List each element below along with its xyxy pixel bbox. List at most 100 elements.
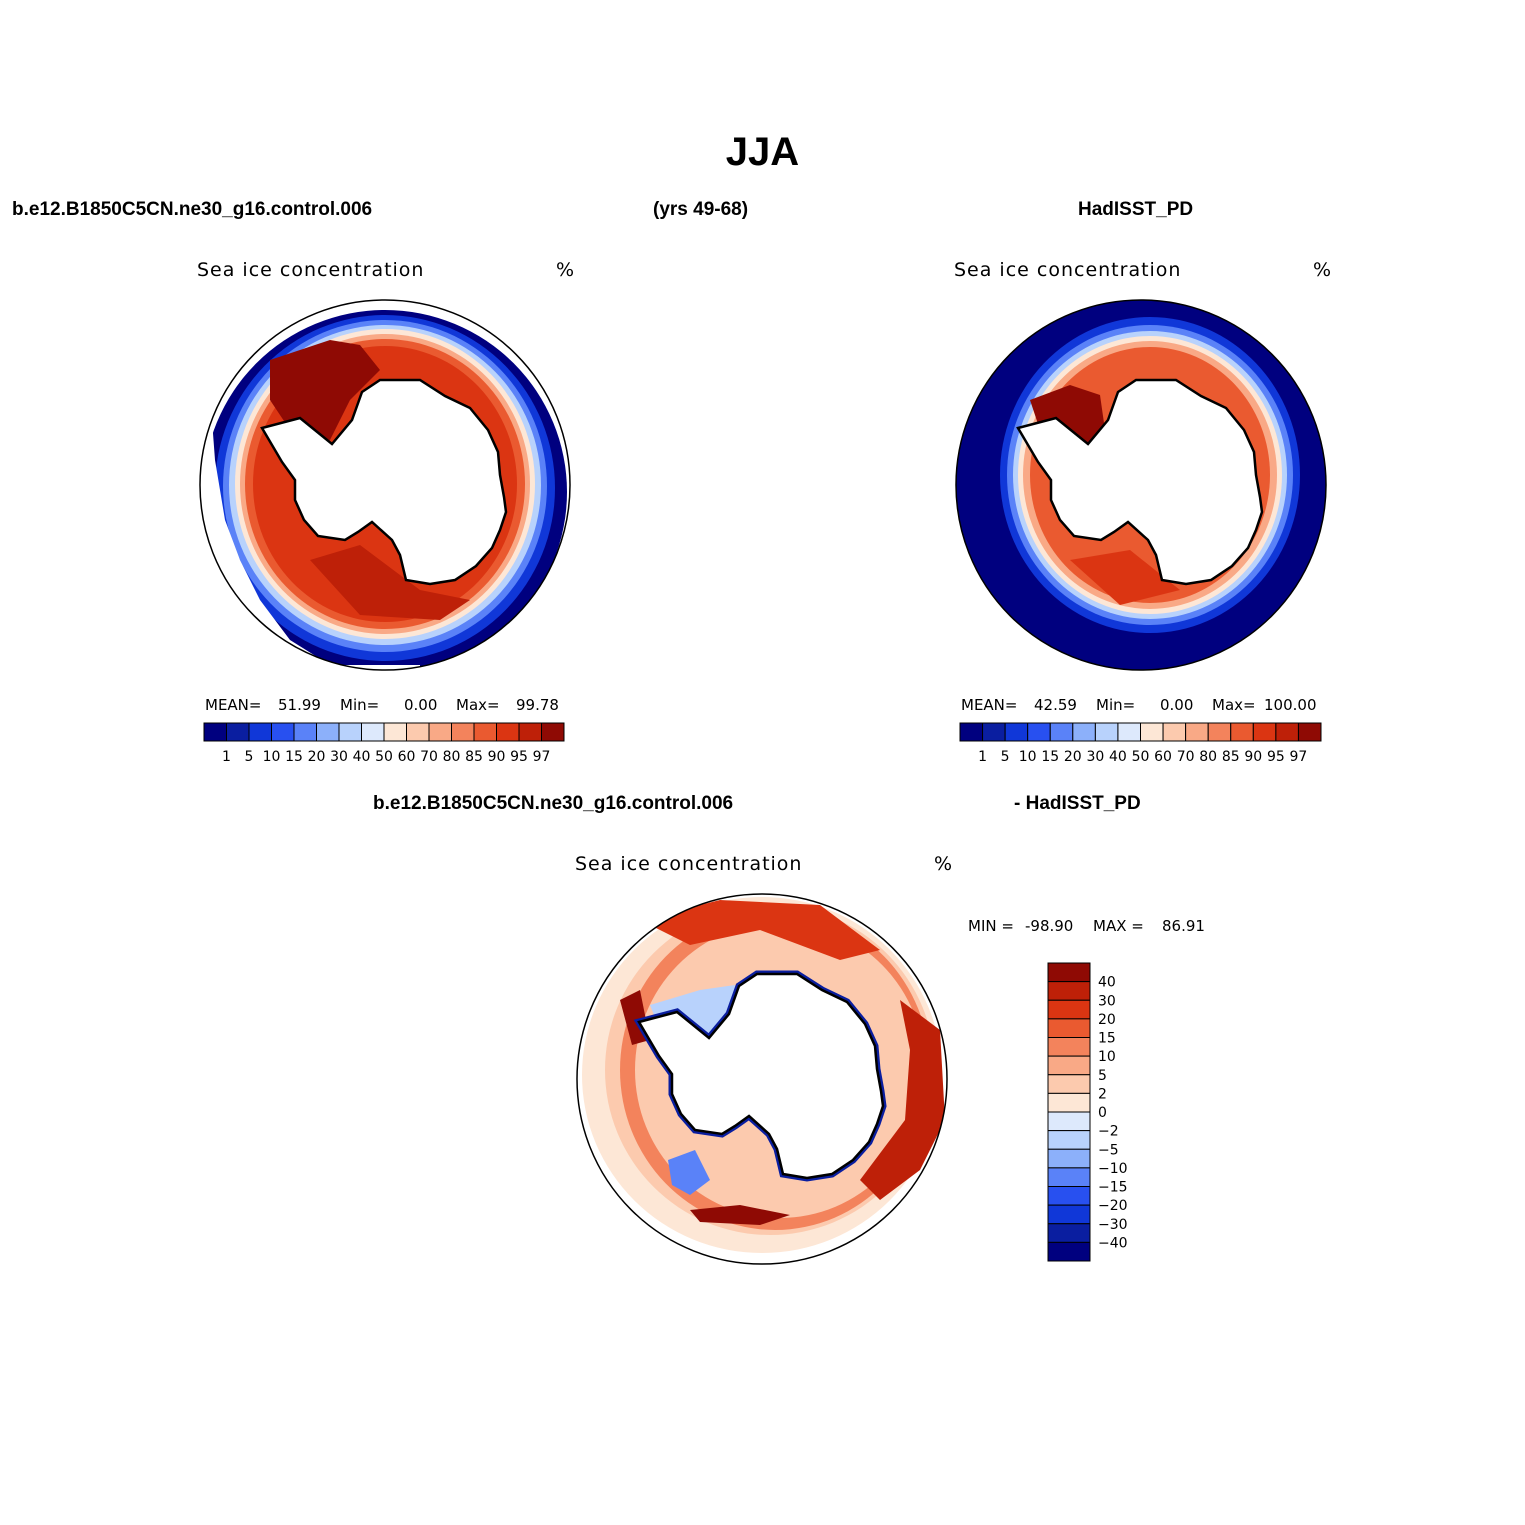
colorbar-model-tick-label: 60 [398, 749, 416, 765]
colorbar-diff-swatch [1047, 1148, 1091, 1169]
colorbar-diff-swatch [1047, 1055, 1091, 1076]
colorbar-diff-swatch [1047, 999, 1091, 1020]
diff-obs-name: - HadISST_PD [1014, 793, 1141, 814]
panel1-mean: 51.99 [278, 696, 321, 714]
panel2-mean: 42.59 [1034, 696, 1077, 714]
colorbar-model-swatch [406, 722, 430, 742]
colorbar-diff-swatch [1047, 981, 1091, 1001]
panel2-max: 100.00 [1264, 696, 1317, 714]
colorbar-obs-swatch [982, 722, 1006, 742]
diff-positive-south [690, 1205, 790, 1225]
colorbar-model-tick-label: 30 [330, 749, 348, 765]
colorbar-model-swatch [338, 722, 362, 742]
colorbar-obs-tick-label: 80 [1199, 749, 1217, 765]
colorbar-obs-tick-label: 1 [978, 749, 987, 765]
colorbar-obs-swatch [1252, 722, 1277, 742]
colorbar-model-tick-label: 5 [245, 749, 254, 765]
colorbar-diff-swatch [1047, 1018, 1091, 1038]
colorbar-diff-swatch [1047, 1111, 1091, 1132]
colorbar-diff-tick-label: −20 [1098, 1198, 1128, 1214]
colorbar-model-swatch [541, 722, 565, 742]
panel1-min: 0.00 [404, 696, 438, 714]
colorbar-diff-tick-label: −30 [1098, 1217, 1128, 1233]
panel2-mean-label: MEAN= [961, 696, 1018, 714]
colorbar-obs-tick-label: 97 [1290, 749, 1308, 765]
panel2-min-label: Min= [1096, 696, 1136, 714]
colorbar-model-swatch [248, 722, 272, 742]
map-model [200, 300, 570, 670]
colorbar-diff-tick-label: −2 [1098, 1124, 1119, 1140]
diff-max-label: MAX = [1093, 917, 1144, 935]
panel1-mean-label: MEAN= [205, 696, 262, 714]
colorbar-model: 1 5 10 15 20 30 40 50 60 70 80 85 90 95 97 [203, 722, 565, 765]
colorbar-diff-tick-label: 2 [1098, 1086, 1107, 1102]
colorbar-diff-tick-label: −10 [1098, 1161, 1128, 1177]
colorbar-obs-swatch [959, 722, 984, 742]
panel2-max-label: Max= [1212, 696, 1256, 714]
colorbar-obs-tick-label: 50 [1132, 749, 1150, 765]
colorbar-diff-tick-label: −40 [1098, 1235, 1128, 1251]
colorbar-diff-swatch [1047, 1074, 1091, 1094]
colorbar-model-swatch [518, 722, 542, 742]
colorbar-obs-swatch [1049, 722, 1074, 742]
diff-negative-ross [668, 1150, 710, 1195]
diff-positive-east [860, 1000, 945, 1200]
map-model-border [199, 299, 571, 671]
colorbar-obs-swatch [1027, 722, 1051, 742]
panel1-max: 99.78 [516, 696, 559, 714]
colorbar-model-tick-label: 70 [420, 749, 438, 765]
colorbar-diff-tick-label: 20 [1098, 1012, 1116, 1028]
colorbar-model-swatch [361, 722, 385, 742]
open-water-gap [200, 420, 420, 670]
colorbar-diff-swatch [1047, 1167, 1091, 1187]
colorbar-model-swatch [496, 722, 520, 742]
panel1-max-label: Max= [456, 696, 500, 714]
colorbar-model-swatch [203, 722, 227, 742]
colorbar-model-swatch [293, 722, 317, 742]
colorbar-diff-tick-label: 0 [1098, 1105, 1107, 1121]
colorbar-model-swatch [428, 722, 452, 742]
panel2-variable: Sea ice concentration [954, 259, 1182, 281]
colorbar-obs-tick-label: 5 [1001, 749, 1010, 765]
colorbar-model-swatch [226, 722, 250, 742]
colorbar-obs-tick-label: 30 [1086, 749, 1104, 765]
diff-units: % [934, 853, 954, 875]
colorbar-obs-swatch [1207, 722, 1232, 742]
colorbar-model-tick-label: 80 [443, 749, 461, 765]
colorbar-obs-tick-label: 70 [1177, 749, 1195, 765]
diff-case-name: b.e12.B1850C5CN.ne30_g16.control.006 [373, 793, 734, 814]
map-obs-border [955, 299, 1327, 671]
colorbar-diff-swatch [1047, 1130, 1091, 1150]
colorbar-model-tick-label: 90 [488, 749, 506, 765]
years-header: (yrs 49-68) [653, 199, 749, 220]
case-name-header: b.e12.B1850C5CN.ne30_g16.control.006 [12, 199, 373, 220]
colorbar-model-swatch [383, 722, 407, 742]
colorbar-model-tick-label: 40 [353, 749, 371, 765]
colorbar-obs-swatch [1072, 722, 1096, 742]
colorbar-diff-tick-label: −5 [1098, 1142, 1119, 1158]
colorbar-model-swatch [473, 722, 497, 742]
panel1-units: % [556, 259, 576, 281]
colorbar-diff-tick-label: 15 [1098, 1031, 1116, 1047]
colorbar-diff-tick-label: 30 [1098, 993, 1116, 1009]
colorbar-diff-tick-label: 10 [1098, 1049, 1116, 1065]
colorbar-obs-swatch [1140, 722, 1164, 742]
colorbar-model-swatch [316, 722, 340, 742]
map-diff [577, 894, 947, 1264]
colorbar-model-tick-label: 50 [375, 749, 393, 765]
ice-high-region-obs [1070, 550, 1180, 605]
diff-max: 86.91 [1162, 917, 1205, 935]
colorbar-model-tick-label: 97 [533, 749, 551, 765]
map-diff-border [576, 893, 948, 1265]
colorbar-model-swatch [271, 722, 295, 742]
colorbar-obs-tick-label: 15 [1041, 749, 1059, 765]
panel1-variable: Sea ice concentration [197, 259, 425, 281]
colorbar-obs-swatch [1185, 722, 1209, 742]
colorbar-diff-swatch [1047, 962, 1091, 983]
colorbar-obs-tick-label: 10 [1019, 749, 1037, 765]
colorbar-diff-swatch [1047, 1092, 1091, 1113]
ice-high-region [310, 545, 470, 620]
colorbar-obs-tick-label: 95 [1267, 749, 1285, 765]
colorbar-model-tick-label: 85 [465, 749, 483, 765]
